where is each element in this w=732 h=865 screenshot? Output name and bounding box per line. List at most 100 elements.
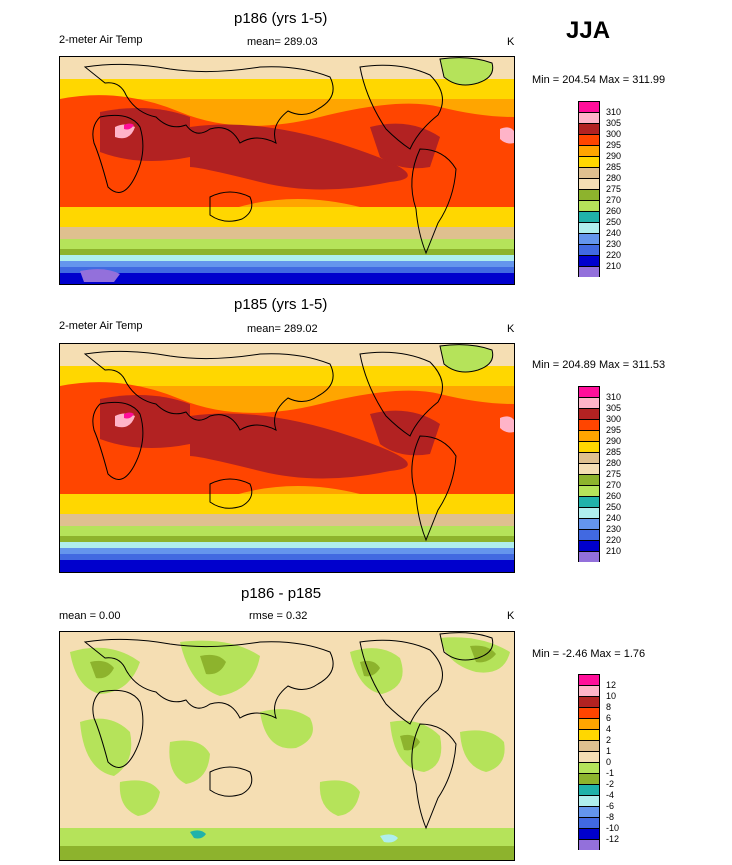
legend-1-swatch bbox=[578, 101, 600, 112]
legend-3-swatch bbox=[578, 696, 600, 707]
legend-1-tick: 275 bbox=[606, 184, 622, 194]
legend-3-swatch bbox=[578, 674, 600, 685]
legend-2-swatch bbox=[578, 518, 600, 529]
legend-2-swatch bbox=[578, 452, 600, 463]
legend-1-tick: 280 bbox=[606, 173, 622, 183]
legend-1-tick: 260 bbox=[606, 206, 622, 216]
legend-1-tick: 240 bbox=[606, 228, 622, 238]
panel-3-map bbox=[59, 631, 515, 861]
legend-1-swatch bbox=[578, 123, 600, 134]
panel-1-mean: mean= 289.03 bbox=[247, 36, 318, 48]
legend-3-swatch bbox=[578, 685, 600, 696]
legend-1-tick: 285 bbox=[606, 162, 622, 172]
legend-1-tick: 230 bbox=[606, 239, 622, 249]
legend-2-tick: 290 bbox=[606, 436, 622, 446]
legend-2-swatch bbox=[578, 419, 600, 430]
legend-2-swatch bbox=[578, 540, 600, 551]
legend-2-tick: 220 bbox=[606, 535, 622, 545]
panel-3-title: p186 - p185 bbox=[241, 585, 322, 602]
legend-1-swatch bbox=[578, 189, 600, 200]
legend-2-tick: 230 bbox=[606, 524, 622, 534]
panel-1-title: p186 (yrs 1-5) bbox=[234, 10, 328, 27]
panel-3-legend: 12 10 8 6 4 2 1 0 -1 -2 -4 -6 -8 -10 -12 bbox=[578, 674, 619, 850]
legend-3-swatch bbox=[578, 740, 600, 751]
legend-1-swatch bbox=[578, 178, 600, 189]
legend-3-swatch bbox=[578, 839, 600, 850]
legend-1-tick: 270 bbox=[606, 195, 622, 205]
legend-1-tick: 295 bbox=[606, 140, 622, 150]
panel-2-legend: 310 305 300 295 290 285 280 275 270 260 … bbox=[578, 386, 621, 562]
panel-3-minmax: Min = -2.46 Max = 1.76 bbox=[532, 648, 646, 660]
legend-1-swatch bbox=[578, 244, 600, 255]
legend-1-swatch bbox=[578, 134, 600, 145]
legend-1-swatch bbox=[578, 200, 600, 211]
panel-3-unit: K bbox=[507, 610, 515, 622]
legend-3-swatch bbox=[578, 751, 600, 762]
diff-map bbox=[60, 632, 514, 860]
legend-2-swatch bbox=[578, 463, 600, 474]
legend-2-tick: 210 bbox=[606, 546, 622, 556]
legend-2-tick: 310 bbox=[606, 392, 622, 402]
legend-3-swatch bbox=[578, 718, 600, 729]
legend-1-tick: 250 bbox=[606, 217, 622, 227]
legend-2-tick: 275 bbox=[606, 469, 622, 479]
legend-3-tick: -1 bbox=[606, 768, 615, 778]
legend-2-swatch bbox=[578, 507, 600, 518]
legend-3-tick: 6 bbox=[606, 713, 612, 723]
legend-2-tick: 250 bbox=[606, 502, 622, 512]
legend-3-swatch bbox=[578, 795, 600, 806]
legend-2-tick: 240 bbox=[606, 513, 622, 523]
legend-3-tick: -4 bbox=[606, 790, 615, 800]
legend-3-swatch bbox=[578, 784, 600, 795]
temp-map-1 bbox=[60, 57, 514, 284]
panel-2-unit: K bbox=[507, 323, 515, 335]
legend-3-swatch bbox=[578, 707, 600, 718]
legend-2-swatch bbox=[578, 430, 600, 441]
legend-1-swatch bbox=[578, 233, 600, 244]
legend-3-swatch bbox=[578, 817, 600, 828]
legend-1-swatch bbox=[578, 222, 600, 233]
panel-2-variable: 2-meter Air Temp bbox=[59, 320, 143, 332]
legend-3-swatch bbox=[578, 828, 600, 839]
legend-2-swatch bbox=[578, 441, 600, 452]
legend-3-tick: -8 bbox=[606, 812, 615, 822]
panel-3-mean: mean = 0.00 bbox=[59, 610, 121, 622]
legend-1-swatch bbox=[578, 145, 600, 156]
legend-1-swatch bbox=[578, 255, 600, 266]
legend-3-tick: 12 bbox=[606, 680, 617, 690]
legend-3-tick: 1 bbox=[606, 746, 612, 756]
legend-2-tick: 300 bbox=[606, 414, 622, 424]
legend-3-swatch bbox=[578, 773, 600, 784]
legend-1-tick: 305 bbox=[606, 118, 622, 128]
panel-1-variable: 2-meter Air Temp bbox=[59, 34, 143, 46]
legend-1-tick: 300 bbox=[606, 129, 622, 139]
legend-3-swatch bbox=[578, 806, 600, 817]
legend-2-tick: 280 bbox=[606, 458, 622, 468]
panel-2-map bbox=[59, 343, 515, 573]
legend-1-tick: 220 bbox=[606, 250, 622, 260]
legend-2-swatch bbox=[578, 397, 600, 408]
legend-2-swatch bbox=[578, 386, 600, 397]
legend-3-tick: 4 bbox=[606, 724, 612, 734]
legend-2-swatch bbox=[578, 551, 600, 562]
legend-1-swatch bbox=[578, 211, 600, 222]
panel-1-minmax: Min = 204.54 Max = 311.99 bbox=[532, 74, 666, 86]
legend-2-swatch bbox=[578, 496, 600, 507]
legend-3-swatch bbox=[578, 762, 600, 773]
panel-2-title: p185 (yrs 1-5) bbox=[234, 296, 328, 313]
legend-1-tick: 210 bbox=[606, 261, 622, 271]
legend-1-swatch bbox=[578, 266, 600, 277]
legend-3-tick: -10 bbox=[606, 823, 620, 833]
season-label: JJA bbox=[566, 17, 611, 44]
panel-2-minmax: Min = 204.89 Max = 311.53 bbox=[532, 359, 666, 371]
legend-1-tick: 290 bbox=[606, 151, 622, 161]
legend-1-swatch bbox=[578, 156, 600, 167]
legend-3-tick: 10 bbox=[606, 691, 617, 701]
panel-2-mean: mean= 289.02 bbox=[247, 323, 318, 335]
legend-3-tick: 8 bbox=[606, 702, 612, 712]
legend-1-swatch bbox=[578, 112, 600, 123]
legend-2-tick: 295 bbox=[606, 425, 622, 435]
legend-2-tick: 260 bbox=[606, 491, 622, 501]
legend-3-tick: -2 bbox=[606, 779, 615, 789]
panel-3-rmse: rmse = 0.32 bbox=[249, 610, 308, 622]
